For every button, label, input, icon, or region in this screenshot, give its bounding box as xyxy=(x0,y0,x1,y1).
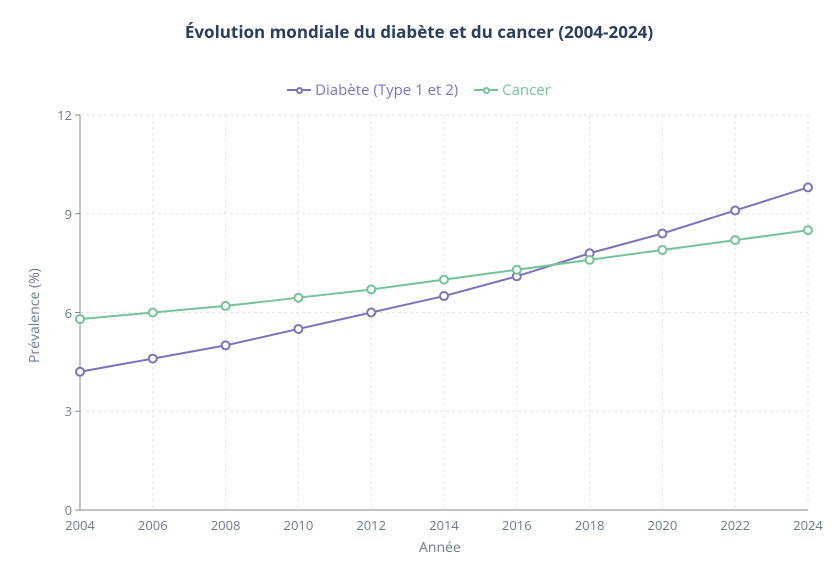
legend-dot-icon xyxy=(296,87,303,94)
x-tick-label: 2024 xyxy=(793,516,823,534)
series-marker-1[interactable] xyxy=(222,302,230,310)
plot-area[interactable] xyxy=(80,115,808,510)
series-marker-1[interactable] xyxy=(804,226,812,234)
x-tick-label: 2022 xyxy=(720,516,750,534)
series-marker-0[interactable] xyxy=(658,230,666,238)
legend-item-diabete[interactable]: Diabète (Type 1 et 2) xyxy=(287,80,458,100)
x-tick-label: 2006 xyxy=(138,516,168,534)
x-axis-label: Année xyxy=(419,538,461,557)
series-marker-0[interactable] xyxy=(440,292,448,300)
series-marker-0[interactable] xyxy=(149,355,157,363)
chart-svg xyxy=(80,115,808,510)
y-tick-label: 6 xyxy=(50,304,72,322)
x-tick-label: 2016 xyxy=(502,516,532,534)
y-axis-label: Prévalence (%) xyxy=(25,268,44,363)
y-tick-label: 9 xyxy=(50,205,72,223)
chart-legend: Diabète (Type 1 et 2) Cancer xyxy=(0,80,838,101)
chart-container: Évolution mondiale du diabète et du canc… xyxy=(0,0,838,588)
legend-dot-icon xyxy=(483,87,490,94)
series-marker-0[interactable] xyxy=(367,309,375,317)
x-tick-label: 2008 xyxy=(211,516,241,534)
x-tick-label: 2014 xyxy=(429,516,459,534)
legend-label-diabete: Diabète (Type 1 et 2) xyxy=(315,80,458,100)
series-marker-1[interactable] xyxy=(294,294,302,302)
series-marker-0[interactable] xyxy=(804,183,812,191)
legend-item-cancer[interactable]: Cancer xyxy=(474,80,551,100)
y-tick-label: 12 xyxy=(50,106,72,124)
series-marker-0[interactable] xyxy=(294,325,302,333)
series-marker-0[interactable] xyxy=(731,206,739,214)
x-tick-label: 2012 xyxy=(356,516,386,534)
legend-label-cancer: Cancer xyxy=(502,80,551,100)
series-marker-1[interactable] xyxy=(367,285,375,293)
series-marker-1[interactable] xyxy=(513,266,521,274)
series-marker-0[interactable] xyxy=(76,368,84,376)
chart-title: Évolution mondiale du diabète et du canc… xyxy=(0,20,838,43)
series-marker-1[interactable] xyxy=(586,256,594,264)
series-marker-1[interactable] xyxy=(731,236,739,244)
x-tick-label: 2004 xyxy=(65,516,95,534)
legend-swatch-cancer xyxy=(474,84,498,96)
series-marker-1[interactable] xyxy=(76,315,84,323)
series-marker-1[interactable] xyxy=(658,246,666,254)
series-marker-0[interactable] xyxy=(222,341,230,349)
x-tick-label: 2010 xyxy=(284,516,314,534)
y-tick-label: 3 xyxy=(50,402,72,420)
legend-swatch-diabete xyxy=(287,84,311,96)
series-marker-1[interactable] xyxy=(149,309,157,317)
x-tick-label: 2020 xyxy=(648,516,678,534)
x-tick-label: 2018 xyxy=(575,516,605,534)
series-marker-1[interactable] xyxy=(440,276,448,284)
